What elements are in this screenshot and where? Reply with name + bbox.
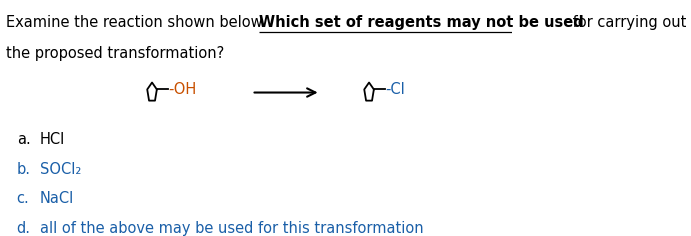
Text: a.: a. [17, 132, 30, 147]
Text: b.: b. [17, 162, 30, 177]
Text: HCl: HCl [39, 132, 65, 147]
Text: for carrying out: for carrying out [569, 15, 687, 30]
Text: all of the above may be used for this transformation: all of the above may be used for this tr… [39, 221, 424, 236]
Text: -Cl: -Cl [385, 82, 405, 97]
Text: Examine the reaction shown below.: Examine the reaction shown below. [6, 15, 271, 30]
Text: SOCl₂: SOCl₂ [39, 162, 81, 177]
Text: the proposed transformation?: the proposed transformation? [6, 46, 225, 62]
Text: Which set of reagents may not be used: Which set of reagents may not be used [259, 15, 584, 30]
Text: c.: c. [17, 191, 30, 206]
Text: -OH: -OH [168, 82, 196, 97]
Text: NaCl: NaCl [39, 191, 74, 206]
Text: d.: d. [17, 221, 30, 236]
